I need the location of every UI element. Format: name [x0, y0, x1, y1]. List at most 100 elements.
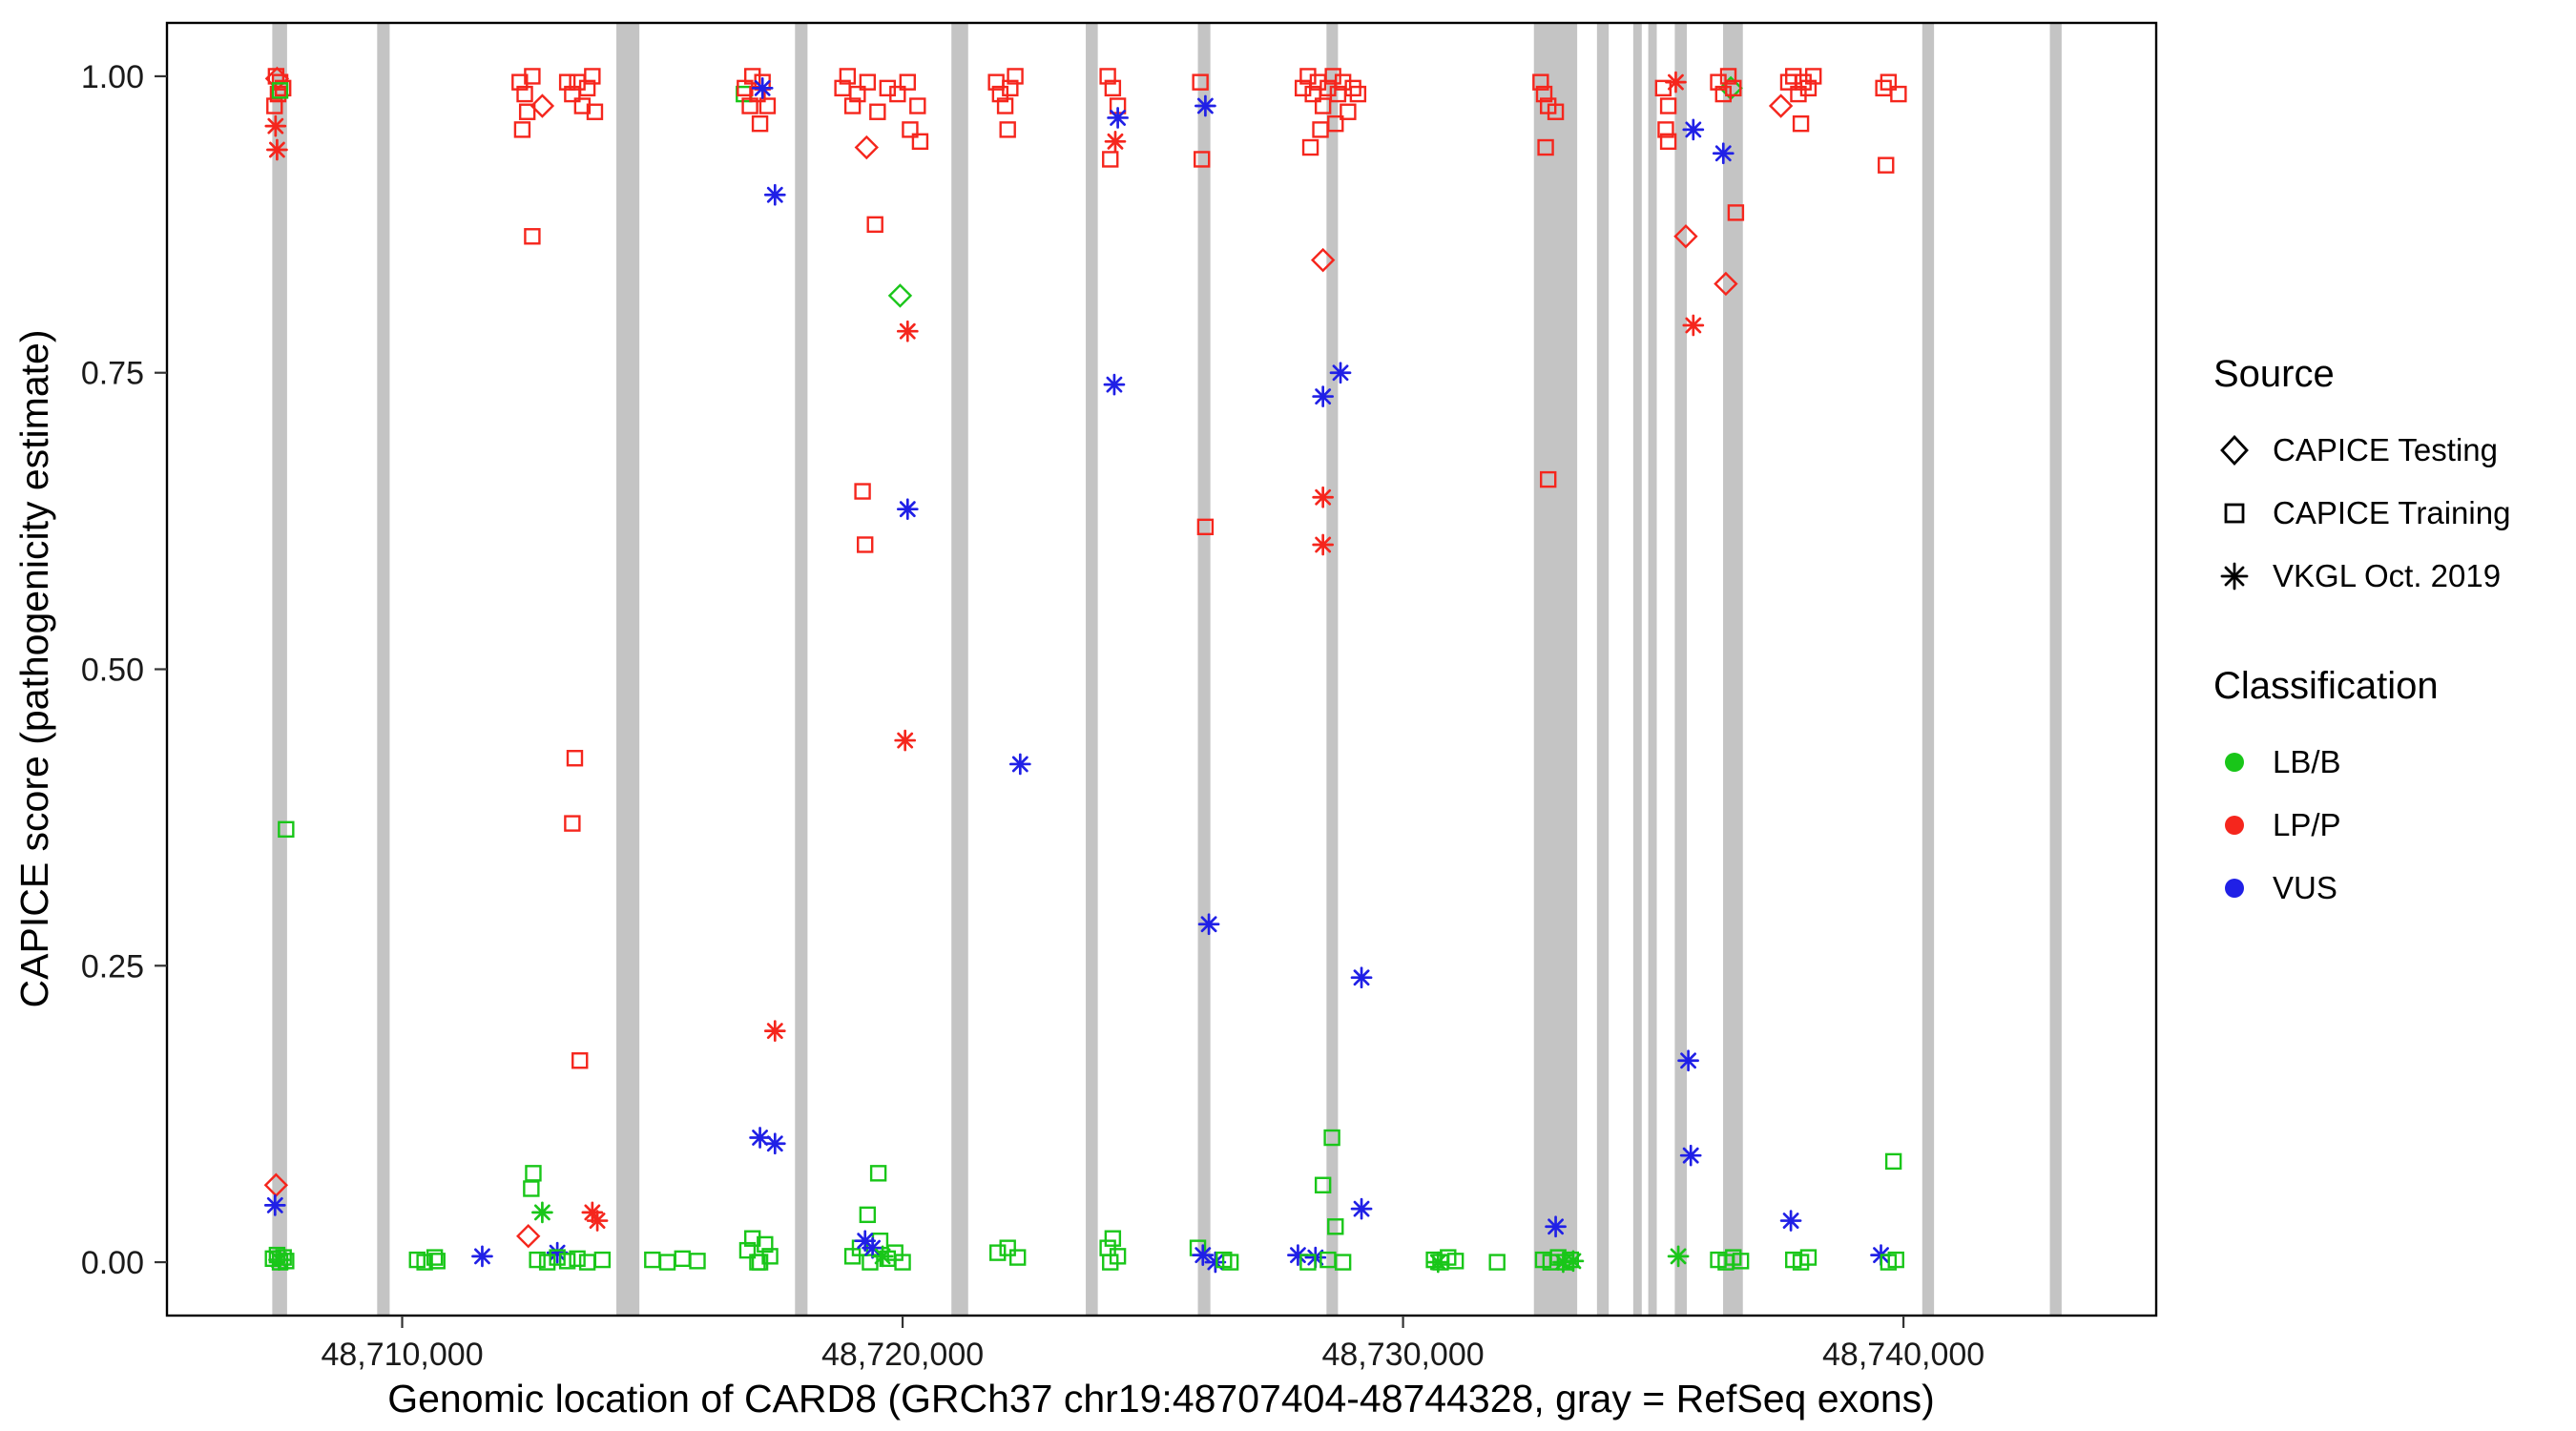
data-point-square [1221, 1254, 1239, 1271]
data-point-square [1008, 1249, 1027, 1266]
data-point-square [909, 97, 926, 114]
data-point-square [569, 1250, 586, 1268]
data-point-square [426, 1249, 444, 1266]
data-point-square [1890, 85, 1907, 103]
data-point-asterisk [871, 1245, 894, 1268]
data-point-square [1102, 1254, 1119, 1271]
data-point-square [1719, 68, 1737, 85]
data-point-square [558, 73, 576, 91]
exon-bar [795, 23, 808, 1316]
exon-bar [1648, 23, 1657, 1316]
data-point-square [1488, 1254, 1506, 1271]
data-point-asterisk [1426, 1251, 1449, 1274]
data-point-asterisk [531, 1201, 553, 1224]
data-point-diamond [530, 93, 555, 118]
data-point-square [902, 121, 919, 138]
legend-item-vus: VUS [2213, 857, 2557, 920]
data-point-asterisk [1312, 486, 1335, 508]
data-point-asterisk [586, 1210, 609, 1232]
data-point-asterisk [763, 1020, 786, 1043]
data-point-diamond [1310, 247, 1336, 273]
data-point-square [584, 68, 601, 85]
data-point-square [1104, 1230, 1122, 1247]
x-tick-label: 48,720,000 [821, 1337, 984, 1373]
data-point-asterisk [471, 1245, 493, 1268]
data-point-square [999, 1239, 1016, 1256]
exon-bar [377, 23, 390, 1316]
data-point-diamond [516, 1224, 541, 1249]
data-point-square [1334, 73, 1352, 91]
data-point-diamond [264, 66, 290, 92]
legend-item-capice-testing: CAPICE Testing [2213, 419, 2557, 482]
data-point-square [558, 1253, 576, 1270]
data-point-square [1344, 79, 1361, 97]
data-point-square [1727, 204, 1745, 221]
data-point-square [991, 85, 1009, 103]
data-point-square [525, 1165, 542, 1182]
data-point-square [911, 133, 929, 151]
exon-bar [616, 23, 640, 1316]
x-tick-label: 48,710,000 [321, 1337, 483, 1373]
data-point-square [658, 1254, 676, 1271]
exon-bar [1922, 23, 1935, 1316]
data-point-square [996, 97, 1014, 114]
data-point-asterisk [1679, 1144, 1702, 1167]
data-point-square [999, 121, 1016, 138]
data-point-square [278, 820, 295, 839]
data-point-square [511, 73, 529, 91]
data-point-square [1194, 151, 1211, 168]
data-point-square [1884, 1152, 1902, 1171]
data-point-square [1714, 85, 1732, 103]
data-point-square [1099, 68, 1116, 85]
data-point-square [518, 103, 536, 120]
data-point-asterisk [763, 1132, 786, 1155]
legend-source-title: Source [2213, 353, 2335, 395]
data-point-asterisk [1677, 1049, 1699, 1072]
exon-bar [2049, 23, 2062, 1316]
data-point-square [513, 121, 531, 138]
y-axis-title: CAPICE score (pathogenicity estimate) [12, 330, 56, 1008]
data-point-square [524, 68, 541, 85]
x-tick-label: 48,740,000 [1822, 1337, 1984, 1373]
data-point-asterisk [1545, 1215, 1567, 1238]
y-tick-label: 1.00 [81, 59, 144, 95]
data-point-asterisk [896, 498, 919, 521]
data-point-square [1002, 79, 1019, 97]
y-tick-label: 0.75 [81, 356, 144, 392]
data-point-square [857, 536, 874, 553]
data-point-square [271, 82, 289, 99]
asterisk-icon [2220, 562, 2249, 591]
data-point-asterisk [1197, 913, 1220, 936]
data-point-asterisk [1312, 533, 1335, 556]
exon-bar [1197, 23, 1211, 1316]
data-point-square [1792, 114, 1810, 133]
data-point-square [899, 73, 917, 91]
data-point-square [1312, 121, 1329, 138]
data-point-diamond [1768, 93, 1794, 118]
data-point-square [1349, 85, 1367, 103]
data-point-diamond [887, 283, 913, 308]
data-point-square [1192, 73, 1209, 91]
data-point-square [524, 228, 541, 245]
data-point-square [1799, 79, 1818, 97]
legend-classification-block: Classification LB/B LP/P VUS [2213, 665, 2557, 920]
data-point-asterisk [1008, 753, 1031, 776]
y-tick-label: 0.50 [81, 653, 144, 689]
data-point-square [879, 79, 897, 97]
data-point-square [564, 815, 581, 832]
exon-bar [951, 23, 968, 1316]
data-point-square [1732, 1253, 1750, 1270]
data-point-square [1785, 68, 1802, 85]
data-point-square [689, 1253, 706, 1270]
exon-layer [272, 23, 2062, 1316]
legend-item-lpp: LP/P [2213, 794, 2557, 857]
data-point-square [761, 1248, 779, 1265]
data-point-asterisk [1195, 94, 1216, 117]
x-axis-title: Genomic location of CARD8 (GRCh37 chr19:… [387, 1377, 1935, 1421]
data-point-asterisk [268, 1249, 290, 1271]
data-point-square [1334, 1254, 1352, 1271]
exon-bar [1086, 23, 1098, 1316]
legend-classification-title: Classification [2213, 665, 2439, 707]
data-point-asterisk [1104, 130, 1127, 153]
